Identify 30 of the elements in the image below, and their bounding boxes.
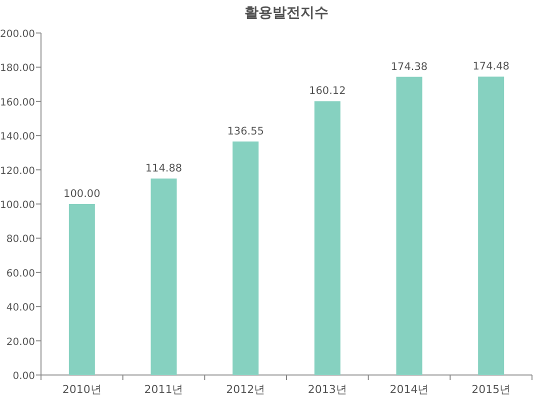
y-tick-label: 0.00 [12, 371, 35, 382]
data-label: 136.55 [227, 126, 264, 138]
x-tick-label: 2010년 [62, 383, 102, 395]
x-tick-label: 2012년 [226, 383, 266, 395]
y-tick-label: 180.00 [0, 63, 35, 74]
y-tick-label: 200.00 [0, 29, 35, 40]
data-label: 174.38 [390, 60, 428, 73]
y-tick-label: 160.00 [0, 97, 35, 108]
y-tick-label: 140.00 [0, 132, 35, 143]
bar [68, 204, 95, 375]
y-tick-label: 120.00 [0, 166, 35, 177]
y-tick-label: 60.00 [6, 268, 35, 280]
bar [478, 76, 504, 375]
y-tick-label: 40.00 [6, 302, 35, 314]
bar [314, 101, 340, 375]
bar [150, 178, 177, 375]
y-tick-label: 80.00 [6, 234, 35, 246]
chart-title: 활용발전지수 [244, 5, 328, 21]
y-tick-label: 20.00 [6, 336, 35, 348]
x-tick-label: 2015년 [472, 383, 511, 395]
x-tick-label: 2014년 [390, 383, 429, 395]
y-tick-label: 100.00 [0, 200, 35, 211]
x-tick-label: 2013년 [308, 383, 347, 395]
x-tick-label: 2011년 [144, 383, 184, 395]
bar [232, 142, 259, 375]
data-label: 100.00 [64, 188, 100, 200]
data-label: 160.12 [309, 85, 346, 98]
data-label: 114.88 [145, 162, 182, 175]
bar [396, 76, 422, 375]
data-label: 174.48 [472, 60, 510, 73]
